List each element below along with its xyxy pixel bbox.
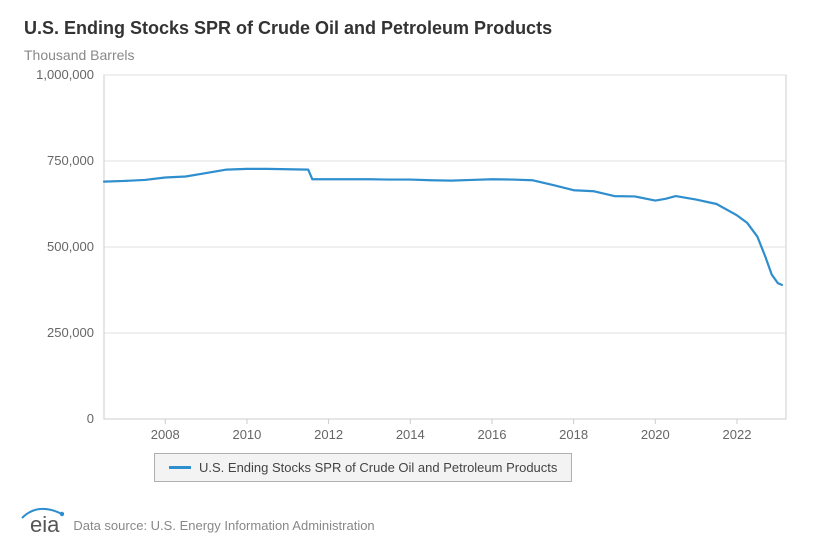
svg-text:2014: 2014: [396, 427, 425, 442]
chart-footer: eia Data source: U.S. Energy Information…: [24, 512, 375, 538]
svg-text:500,000: 500,000: [47, 239, 94, 254]
svg-text:2010: 2010: [232, 427, 261, 442]
chart-title: U.S. Ending Stocks SPR of Crude Oil and …: [24, 18, 804, 39]
y-axis-unit-label: Thousand Barrels: [24, 47, 804, 63]
svg-text:2020: 2020: [641, 427, 670, 442]
chart-plot-area: 0 250,000 500,000 750,000 1,000,000 2008 2010 2…: [24, 67, 804, 447]
legend-swatch: [169, 466, 191, 469]
data-source-label: Data source: U.S. Energy Information Adm…: [73, 518, 374, 533]
svg-text:1,000,000: 1,000,000: [36, 67, 94, 82]
svg-text:2012: 2012: [314, 427, 343, 442]
svg-text:250,000: 250,000: [47, 325, 94, 340]
legend-label: U.S. Ending Stocks SPR of Crude Oil and …: [199, 460, 557, 475]
svg-text:2022: 2022: [723, 427, 752, 442]
line-chart-svg: 0 250,000 500,000 750,000 1,000,000 2008 2010 2…: [24, 67, 804, 447]
svg-text:2018: 2018: [559, 427, 588, 442]
chart-legend: U.S. Ending Stocks SPR of Crude Oil and …: [154, 453, 572, 482]
svg-text:750,000: 750,000: [47, 153, 94, 168]
svg-text:2008: 2008: [151, 427, 180, 442]
eia-logo: eia: [24, 512, 59, 538]
svg-text:2016: 2016: [478, 427, 507, 442]
eia-logo-arc-icon: [20, 504, 64, 522]
svg-text:0: 0: [87, 411, 94, 426]
